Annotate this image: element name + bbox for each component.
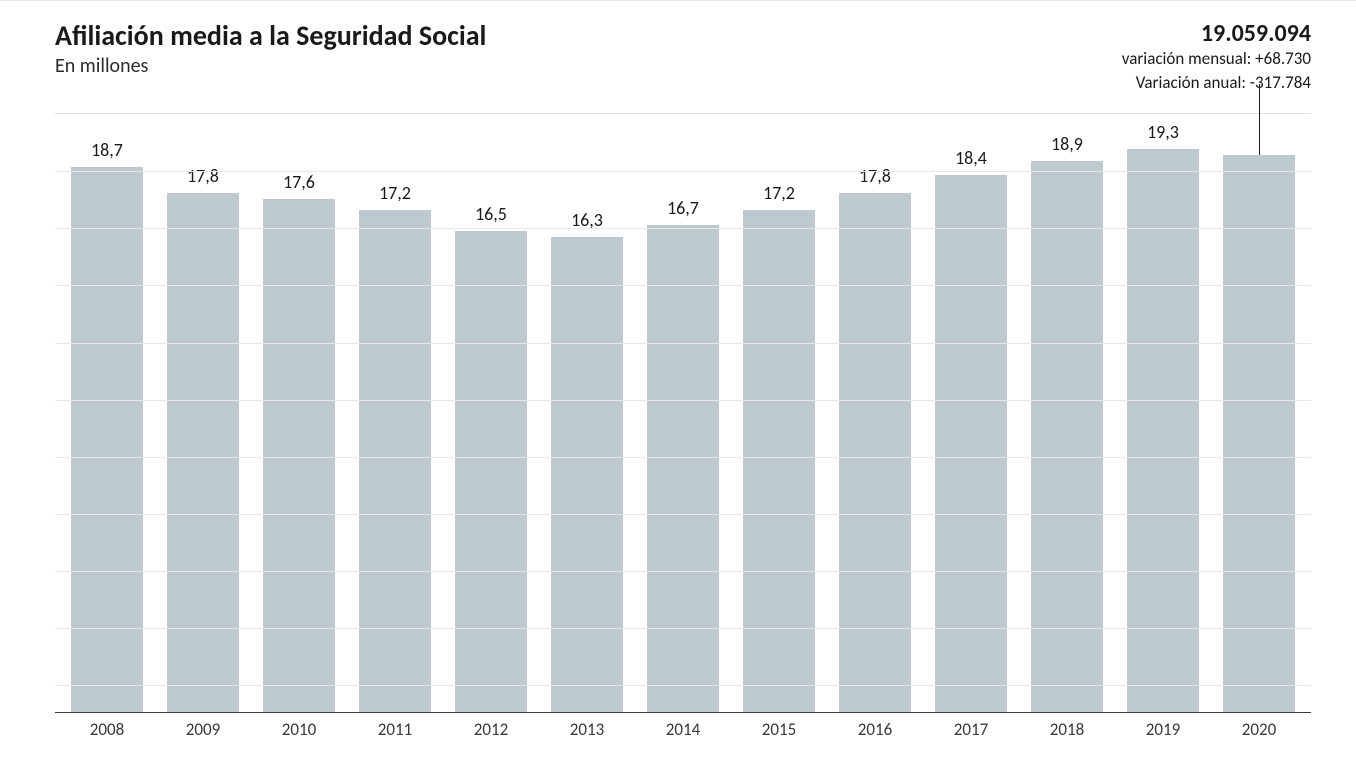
grid-line: [55, 285, 1311, 286]
big-number: 19.059.094: [1122, 21, 1311, 47]
bar-value-label: 16,7: [667, 197, 699, 219]
bar: [935, 175, 1007, 712]
x-axis-tick: 2020: [1211, 719, 1307, 740]
bar-value-label: 16,5: [475, 203, 507, 225]
bar-value-label: 18,9: [1051, 133, 1083, 155]
bar-value-label: 17,2: [763, 182, 795, 204]
bar-slot: 17,2: [731, 114, 827, 712]
grid-line: [55, 514, 1311, 515]
bar: [647, 225, 719, 712]
bar: [167, 193, 239, 712]
bar-value-label: 17,6: [283, 171, 315, 193]
bar-slot: 17,8: [827, 114, 923, 712]
x-axis-tick: 2011: [347, 719, 443, 740]
bar-slot: 18,9: [1019, 114, 1115, 712]
chart-title: Afiliación media a la Seguridad Social: [55, 21, 486, 52]
bar-slot: 18,7: [59, 114, 155, 712]
chart-header: Afiliación media a la Seguridad Social E…: [55, 21, 1311, 95]
bar: [263, 199, 335, 712]
bar-slot: 17,6: [251, 114, 347, 712]
bar-value-label: 17,8: [187, 165, 219, 187]
bar-slot: 16,3: [539, 114, 635, 712]
x-axis-tick: 2008: [59, 719, 155, 740]
grid-line: [55, 628, 1311, 629]
bar-value-label: 18,7: [91, 139, 123, 161]
bar-slot: 16,5: [443, 114, 539, 712]
chart-container: Afiliación media a la Seguridad Social E…: [0, 0, 1356, 763]
pointer-line: [1259, 84, 1260, 155]
bar: [839, 193, 911, 712]
bar-slot: [1211, 114, 1307, 712]
bar-value-label: 17,8: [859, 165, 891, 187]
x-axis-tick: 2009: [155, 719, 251, 740]
x-axis: 2008200920102011201220132014201520162017…: [55, 719, 1311, 740]
title-block: Afiliación media a la Seguridad Social E…: [55, 21, 486, 78]
x-axis-tick: 2018: [1019, 719, 1115, 740]
bar-slot: 17,2: [347, 114, 443, 712]
bar-value-label: 16,3: [571, 209, 603, 231]
x-axis-tick: 2012: [443, 719, 539, 740]
bar: [71, 167, 143, 712]
grid-line: [55, 171, 1311, 172]
bar-slot: 17,8: [155, 114, 251, 712]
grid-line: [55, 228, 1311, 229]
chart-subtitle: En millones: [55, 54, 486, 78]
x-axis-tick: 2010: [251, 719, 347, 740]
bar-value-label: 17,2: [379, 182, 411, 204]
bar: [551, 237, 623, 712]
x-axis-tick: 2017: [923, 719, 1019, 740]
bar: [1031, 161, 1103, 712]
plot-area: 18,7 17,8 17,6 17,2 16,5 16,3 16,7 17,2 17,8 18,4…: [55, 113, 1311, 713]
x-axis-tick: 2016: [827, 719, 923, 740]
x-axis-tick: 2013: [539, 719, 635, 740]
grid-line: [55, 400, 1311, 401]
bar-slot: 19,3: [1115, 114, 1211, 712]
grid-line: [55, 457, 1311, 458]
bar-value-label: 19,3: [1147, 121, 1179, 143]
grid-line: [55, 343, 1311, 344]
stats-block: 19.059.094 variación mensual: +68.730 Va…: [1122, 21, 1311, 95]
bar: [455, 231, 527, 712]
bar-value-label: 18,4: [955, 147, 987, 169]
x-axis-tick: 2015: [731, 719, 827, 740]
stat-annual: Variación anual: -317.784: [1122, 71, 1311, 95]
x-axis-tick: 2019: [1115, 719, 1211, 740]
x-axis-tick: 2014: [635, 719, 731, 740]
bar-slot: 16,7: [635, 114, 731, 712]
grid-line: [55, 571, 1311, 572]
bar-slot: 18,4: [923, 114, 1019, 712]
bars-wrap: 18,7 17,8 17,6 17,2 16,5 16,3 16,7 17,2 17,8 18,4…: [55, 114, 1311, 713]
stat-monthly: variación mensual: +68.730: [1122, 47, 1311, 71]
grid-line: [55, 685, 1311, 686]
